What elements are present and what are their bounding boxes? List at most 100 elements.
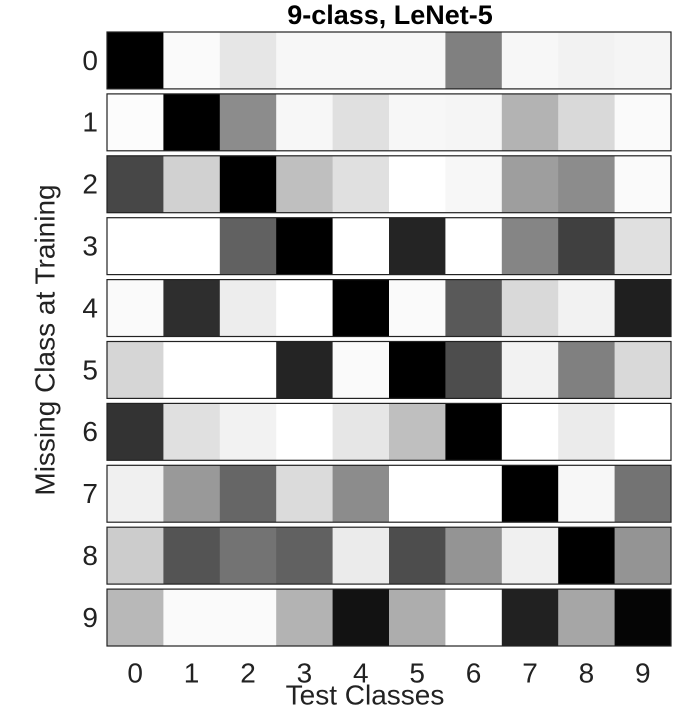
heatmap-cell xyxy=(445,527,503,585)
heatmap-cell xyxy=(389,93,446,151)
heatmap-cell xyxy=(276,589,334,646)
y-tick-label: 7 xyxy=(82,478,98,509)
heatmap-cell xyxy=(614,465,672,523)
heatmap-cell xyxy=(332,465,390,523)
heatmap-cell xyxy=(614,589,672,646)
y-tick-label: 8 xyxy=(82,540,98,571)
heatmap-cell xyxy=(614,279,672,337)
heatmap-cell xyxy=(445,403,503,461)
heatmap-cell xyxy=(107,32,164,89)
heatmap-cell xyxy=(558,465,616,523)
heatmap-cell xyxy=(445,93,503,151)
y-tick-label: 2 xyxy=(82,169,98,200)
heatmap-cell xyxy=(163,527,221,585)
heatmap-cell xyxy=(276,32,334,89)
heatmap-cell xyxy=(276,155,334,213)
x-tick-label: 3 xyxy=(297,657,313,688)
heatmap-cell xyxy=(276,465,334,523)
heatmap-cell xyxy=(389,155,446,213)
heatmap-cell xyxy=(107,465,164,523)
heatmap-cell xyxy=(501,32,559,89)
heatmap-cell xyxy=(389,279,446,337)
y-tick-label: 9 xyxy=(82,602,98,633)
heatmap-cell xyxy=(501,155,559,213)
heatmap-cell xyxy=(163,403,221,461)
heatmap-cell xyxy=(219,589,277,646)
heatmap-cell xyxy=(614,93,672,151)
row-frame xyxy=(106,526,672,585)
heatmap-cell xyxy=(558,403,616,461)
heatmap-cell xyxy=(501,403,559,461)
heatmap-cell xyxy=(445,341,503,399)
heatmap-cell xyxy=(219,403,277,461)
heatmap-cell xyxy=(445,155,503,213)
heatmap-cell xyxy=(332,217,390,275)
row-frame xyxy=(106,279,672,338)
y-tick-label: 0 xyxy=(82,45,98,76)
x-tick-label: 5 xyxy=(409,657,425,688)
heatmap-cell xyxy=(163,32,221,89)
heatmap-cell xyxy=(558,279,616,337)
heatmap-cell xyxy=(501,279,559,337)
y-axis-label: Missing Class at Training xyxy=(29,184,60,495)
heatmap-cell xyxy=(389,217,446,275)
heatmap-cell xyxy=(107,589,164,646)
y-tick-label: 3 xyxy=(82,231,98,262)
row-frame xyxy=(106,155,672,214)
heatmap-cell xyxy=(107,341,164,399)
row-frame xyxy=(106,464,672,523)
heatmap-cell xyxy=(276,279,334,337)
heatmap-cell xyxy=(389,32,446,89)
heatmap-cell xyxy=(219,217,277,275)
heatmap-cell xyxy=(219,279,277,337)
heatmap-cell xyxy=(614,217,672,275)
row-frame xyxy=(106,31,672,90)
heatmap-cell xyxy=(107,217,164,275)
heatmap-cell xyxy=(389,341,446,399)
heatmap-cell xyxy=(332,527,390,585)
heatmap-cell xyxy=(614,155,672,213)
chart-title: 9-class, LeNet-5 xyxy=(287,0,493,30)
heatmap-cell xyxy=(501,527,559,585)
heatmap-cell xyxy=(558,155,616,213)
heatmap-cell xyxy=(389,589,446,646)
heatmap-cell xyxy=(501,589,559,646)
heatmap-cell xyxy=(558,589,616,646)
x-tick-label: 2 xyxy=(240,657,256,688)
heatmap-cell xyxy=(389,465,446,523)
heatmap-cell xyxy=(219,341,277,399)
heatmap-cell xyxy=(163,465,221,523)
heatmap-cell xyxy=(332,341,390,399)
heatmap-cell xyxy=(501,341,559,399)
heatmap-cell xyxy=(107,93,164,151)
x-axis-label: Test Classes xyxy=(286,679,445,710)
heatmap-cell xyxy=(332,589,390,646)
heatmap-cell xyxy=(219,93,277,151)
x-tick-label: 6 xyxy=(466,657,482,688)
heatmap-cell xyxy=(276,527,334,585)
heatmap-cell xyxy=(558,217,616,275)
row-frame xyxy=(106,402,672,461)
heatmap-cell xyxy=(219,465,277,523)
x-tick-label: 9 xyxy=(635,657,651,688)
heatmap-cell xyxy=(163,93,221,151)
row-frame xyxy=(106,93,672,152)
heatmap-cell xyxy=(163,279,221,337)
heatmap-cell xyxy=(107,279,164,337)
heatmap-cell xyxy=(107,527,164,585)
heatmap-cell xyxy=(614,32,672,89)
y-tick-label: 5 xyxy=(82,354,98,385)
heatmap-cell xyxy=(332,279,390,337)
heatmap-cell xyxy=(107,155,164,213)
heatmap-cell xyxy=(332,93,390,151)
x-tick-label: 0 xyxy=(127,657,143,688)
heatmap-cell xyxy=(501,217,559,275)
heatmap-cell xyxy=(445,589,503,646)
y-tick-label: 1 xyxy=(82,107,98,138)
heatmap-cell xyxy=(445,32,503,89)
heatmap-cell xyxy=(614,403,672,461)
heatmap-cell xyxy=(501,465,559,523)
heatmap-cell xyxy=(276,217,334,275)
heatmap-cell xyxy=(558,527,616,585)
